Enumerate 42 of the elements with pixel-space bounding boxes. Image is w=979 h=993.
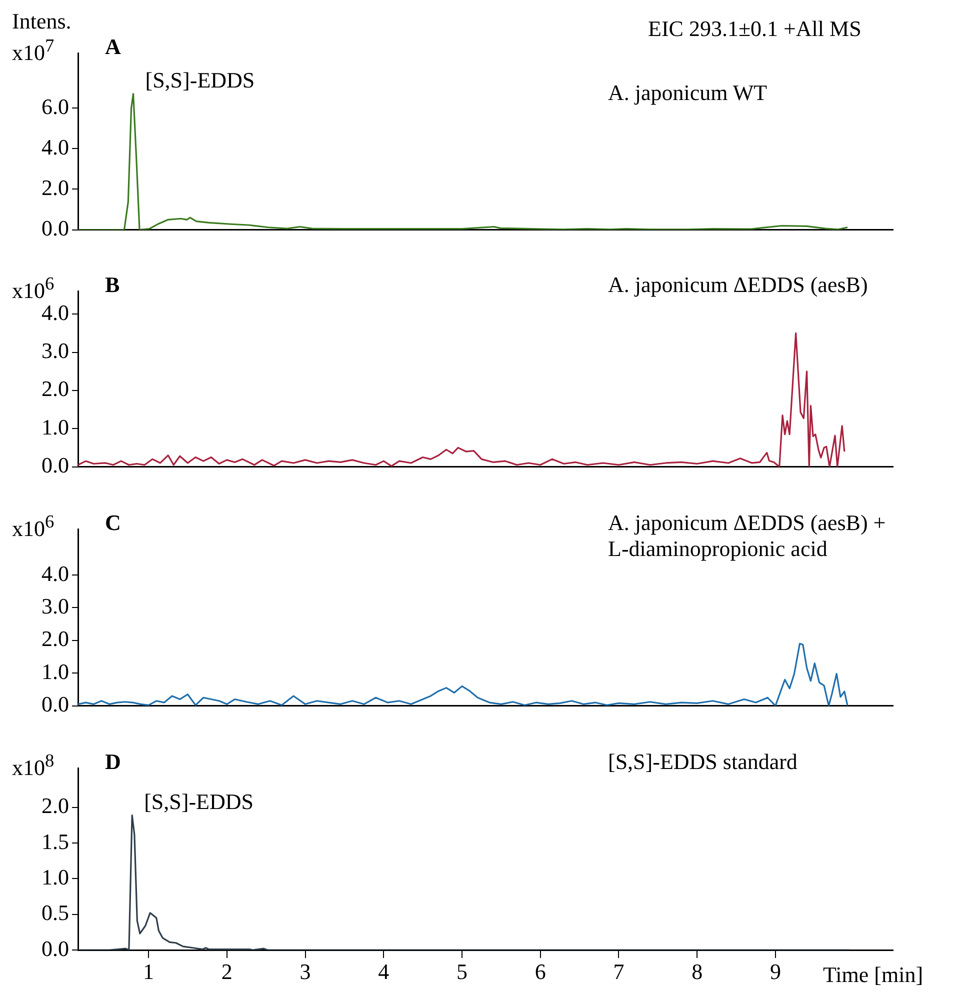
x-tick-label: 4 — [378, 958, 390, 984]
y-tick-label: 3.0 — [42, 338, 69, 364]
x-tick-label: 6 — [534, 958, 546, 984]
x-tick-label: 1 — [143, 958, 154, 984]
y-axis-title: x10$^{8}$ — [12, 750, 56, 780]
chart-title: D — [105, 749, 121, 775]
x-tick-label: 9 — [770, 958, 781, 984]
x-tick-label: 2 — [221, 958, 232, 984]
chart-subtitle: A. japonicum ΔEDDS (aesB) + L-diaminopropionic acid — [608, 510, 886, 562]
y-axis-title: Intens. x10$^{7}$ — [12, 8, 72, 65]
y-tick-label: 2.0 — [42, 793, 69, 818]
chart-title: A — [105, 34, 121, 60]
y-tick-label: 4.0 — [42, 560, 69, 586]
x-tick-label: 8 — [692, 958, 703, 984]
y-axis-title: x10$^{6}$ — [12, 510, 56, 541]
y-tick-label: 0.0 — [42, 216, 69, 241]
y-tick-label: 0.0 — [42, 692, 69, 717]
y-tick-label: 1.0 — [42, 864, 69, 890]
y-tick-label: 2.0 — [42, 174, 69, 200]
x-tick-label: 3 — [300, 958, 311, 984]
chart-subtitle: A. japonicum ΔEDDS (aesB) — [608, 272, 868, 298]
chart-title: C — [105, 510, 121, 536]
y-tick-label: 2.0 — [42, 376, 69, 402]
x-tick-label: 7 — [613, 958, 624, 984]
y-tick-label: 6.0 — [42, 94, 69, 119]
y-tick-label: 0.5 — [42, 900, 69, 926]
y-tick-label: 2.0 — [42, 626, 69, 652]
annotation: [S,S]-EDDS — [145, 68, 255, 93]
chart-subtitle: [S,S]-EDDS standard — [608, 749, 798, 775]
chart-title: B — [105, 272, 120, 298]
y-tick-label: 1.5 — [42, 828, 69, 854]
text: A. japonicum WT — [608, 80, 768, 106]
y-tick-label: 1.0 — [42, 658, 69, 684]
x-axis-title: Time [min] — [823, 962, 924, 988]
y-tick-label: 0.0 — [42, 452, 69, 478]
annotation: [S,S]-EDDS — [144, 789, 254, 814]
y-tick-label: 3.0 — [42, 593, 69, 618]
y-tick-label: 4.0 — [42, 134, 69, 160]
y-tick-label: 0.0 — [42, 936, 69, 961]
x-tick-label: 5 — [456, 958, 468, 984]
y-tick-label: 1.0 — [42, 414, 69, 440]
text: EIC 293.1±0.1 +All MS — [648, 16, 862, 42]
